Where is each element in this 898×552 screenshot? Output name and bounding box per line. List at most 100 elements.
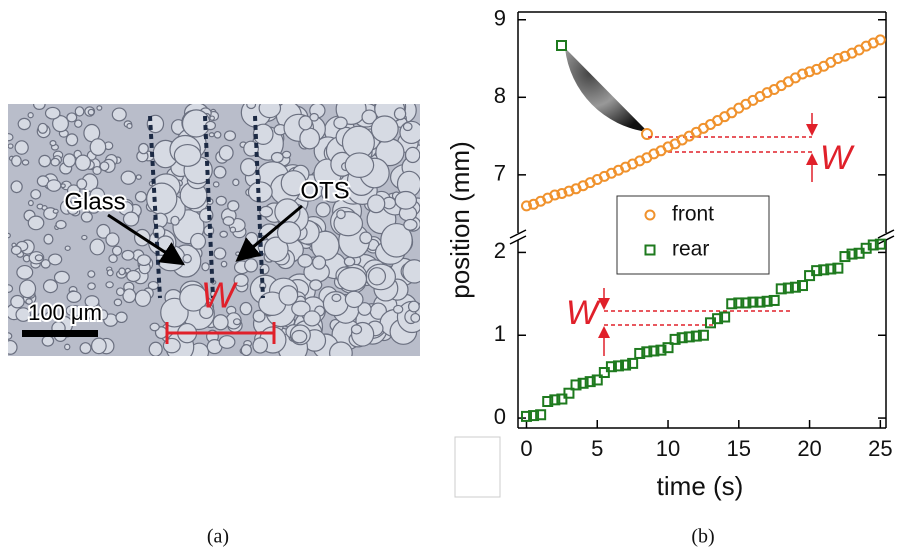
droplet (64, 245, 71, 251)
droplet (60, 183, 66, 189)
droplet (220, 260, 228, 268)
data-marker (563, 185, 575, 197)
droplet (350, 324, 363, 335)
droplet (259, 205, 274, 218)
data-marker (598, 367, 610, 379)
droplet (218, 144, 234, 161)
droplet (52, 115, 69, 133)
droplet (120, 170, 137, 185)
droplet (8, 284, 14, 293)
y-tick-label: 8 (494, 83, 506, 108)
droplet (74, 106, 85, 117)
droplet (315, 202, 331, 218)
droplet (179, 284, 208, 312)
legend-box (616, 195, 770, 275)
droplet (229, 226, 237, 233)
droplet (40, 259, 51, 269)
data-marker (804, 66, 816, 78)
droplet (170, 215, 180, 226)
droplet (393, 107, 407, 121)
droplet (37, 312, 46, 321)
droplet (329, 341, 353, 356)
droplet (258, 104, 282, 119)
data-marker (726, 298, 738, 310)
droplet (121, 249, 135, 261)
data-marker (577, 377, 589, 389)
droplet (199, 305, 214, 320)
data-marker (818, 264, 830, 276)
empty-box (454, 436, 501, 498)
droplet (312, 255, 327, 270)
droplet (402, 259, 420, 284)
data-marker (563, 387, 575, 399)
droplet (8, 133, 14, 142)
data-marker (754, 296, 766, 308)
caption-b: (b) (691, 526, 714, 548)
data-marker (528, 410, 540, 422)
droplet (81, 234, 88, 241)
droplet (38, 154, 52, 168)
droplet (244, 258, 259, 273)
droplet (407, 300, 420, 313)
droplet (27, 112, 34, 119)
data-marker (612, 360, 624, 372)
data-marker (761, 295, 773, 307)
droplet (240, 158, 258, 177)
droplet (11, 155, 22, 167)
droplet (252, 337, 269, 354)
droplet (15, 307, 32, 322)
droplet (148, 341, 163, 356)
droplet (281, 150, 292, 159)
droplet-inset (565, 48, 648, 132)
droplet (43, 233, 54, 245)
droplet (44, 106, 61, 120)
droplet (320, 182, 345, 203)
droplet (33, 104, 46, 110)
data-marker (775, 283, 787, 295)
droplet (276, 221, 302, 244)
caption-a: (a) (207, 526, 229, 548)
legend-marker (644, 244, 656, 256)
droplet (86, 200, 101, 214)
droplet (14, 140, 29, 155)
data-marker (825, 263, 837, 275)
droplet (115, 287, 125, 297)
droplet (105, 281, 114, 289)
droplet (336, 209, 346, 220)
glass-label: Glass (64, 188, 125, 215)
scale-label: 100 μm (28, 300, 102, 325)
data-marker (542, 395, 554, 407)
droplet (90, 337, 107, 355)
droplet (359, 231, 373, 245)
data-marker (832, 53, 844, 65)
droplet (278, 285, 299, 306)
droplet (89, 238, 106, 256)
data-marker (874, 34, 886, 46)
droplet (48, 253, 63, 266)
data-marker (832, 262, 844, 274)
data-marker (627, 357, 639, 369)
data-marker (620, 359, 632, 371)
droplet (160, 297, 189, 328)
stripe-lines (148, 115, 265, 299)
droplet (410, 312, 420, 323)
droplet (208, 132, 215, 138)
droplet (223, 130, 237, 142)
data-marker (789, 281, 801, 293)
droplet (403, 218, 418, 231)
x-tick-label: 0 (520, 436, 532, 461)
droplet (394, 190, 418, 210)
droplet (149, 322, 160, 332)
data-marker (733, 297, 745, 309)
droplet (18, 279, 37, 299)
droplet (25, 298, 33, 305)
data-marker (867, 239, 879, 251)
droplet (34, 254, 44, 262)
data-marker (549, 394, 561, 406)
data-marker (648, 345, 660, 357)
droplet (212, 181, 220, 188)
data-marker (796, 280, 808, 292)
droplet (392, 304, 404, 314)
droplet (297, 253, 313, 268)
